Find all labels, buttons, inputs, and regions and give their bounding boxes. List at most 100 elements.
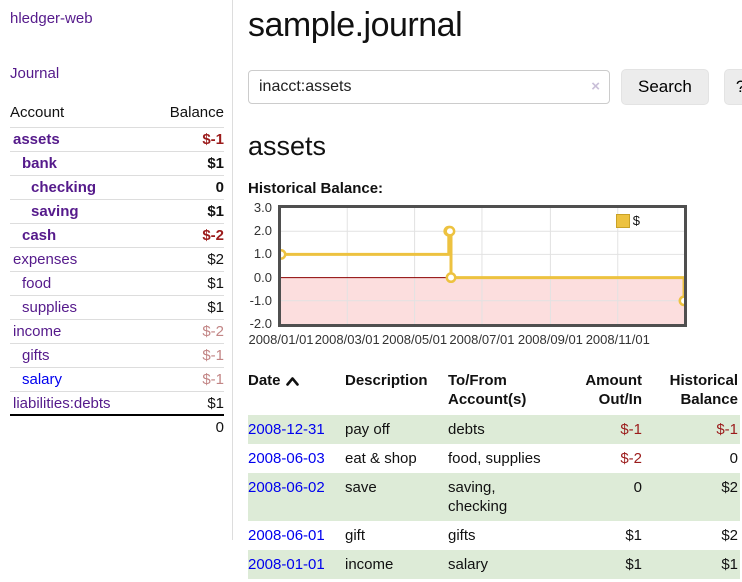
transaction-accounts: food, supplies	[448, 450, 541, 467]
account-column-header: Account	[10, 104, 65, 121]
historical-balance-chart: 3.0 2.0 1.0 0.0 -1.0 -2.0 $ 2008/01/01 2008/03…	[248, 200, 742, 357]
account-link-assets[interactable]: assets	[13, 131, 60, 148]
chart-x-axis: 2008/01/01 2008/03/01 2008/05/01 2008/07/01…	[248, 332, 742, 350]
chart-title: Historical Balance:	[248, 180, 384, 197]
accounts-table-header: Account Balance	[10, 102, 224, 127]
account-balance: $2	[207, 251, 224, 268]
search-button[interactable]: Search	[621, 69, 709, 105]
account-row-checking: checking 0	[10, 175, 224, 199]
account-row-supplies: supplies $1	[10, 295, 224, 319]
transaction-date-link[interactable]: 2008-06-03	[248, 450, 325, 467]
balance-column-header: Balance	[169, 104, 224, 121]
account-row-income: income $-2	[10, 319, 224, 343]
account-link-checking[interactable]: checking	[31, 179, 97, 196]
account-row-food: food $1	[10, 271, 224, 295]
transaction-accounts: debts	[448, 421, 485, 438]
transaction-amount: 0	[633, 479, 642, 496]
account-link-food[interactable]: food	[22, 275, 52, 292]
register-row: 2008-01-01 income salary $1 $1	[248, 550, 740, 579]
y-axis-tick-label: -2.0	[249, 316, 272, 331]
account-heading: assets	[248, 131, 327, 161]
account-row-liabilities-debts: liabilities:debts $1	[10, 391, 224, 415]
transaction-amount: $-1	[620, 421, 642, 438]
account-row-salary: salary $-1	[10, 367, 224, 391]
transaction-balance: $2	[721, 527, 738, 544]
account-link-gifts[interactable]: gifts	[22, 347, 50, 364]
transaction-description: eat & shop	[345, 450, 417, 467]
transaction-balance: $-1	[716, 421, 738, 438]
account-row-expenses: expenses $2	[10, 247, 224, 271]
transaction-date-link[interactable]: 2008-06-01	[248, 527, 325, 544]
transaction-accounts: saving, checking	[448, 479, 508, 515]
sidebar-item-journal[interactable]: Journal	[10, 65, 60, 82]
account-balance: $-2	[202, 323, 224, 340]
main-content: sample.journal × Search ? assets Histori…	[248, 0, 742, 579]
accounts-total-row: 0	[10, 414, 224, 439]
account-link-supplies[interactable]: supplies	[22, 299, 78, 316]
y-axis-tick-label: 3.0	[253, 200, 272, 215]
transaction-balance: 0	[729, 450, 738, 467]
page-title: sample.journal	[248, 6, 463, 44]
register-row: 2008-06-02 save saving, checking 0 $2	[248, 473, 740, 521]
transaction-balance: $1	[721, 556, 738, 573]
transaction-description: save	[345, 479, 377, 496]
search-field-wrap: ×	[248, 70, 610, 104]
date-column-header[interactable]: Date	[248, 367, 345, 415]
account-link-liabilities-debts[interactable]: liabilities:debts	[13, 395, 111, 412]
transaction-date-link[interactable]: 2008-12-31	[248, 421, 325, 438]
account-link-salary[interactable]: salary	[22, 371, 63, 388]
amount-column-header: Amount Out/In	[585, 372, 642, 408]
x-axis-tick-label: 2008/07/01	[449, 332, 515, 347]
y-axis-tick-label: -1.0	[249, 292, 272, 308]
transaction-date-link[interactable]: 2008-06-02	[248, 479, 325, 496]
search-bar: × Search ?	[248, 69, 742, 105]
account-balance: 0	[215, 179, 224, 196]
register-header-row: Date Description To/From Account(s) Amou…	[248, 367, 740, 415]
account-balance: $1	[207, 275, 224, 292]
x-axis-tick-label: 2008/01/01	[248, 332, 314, 347]
account-link-expenses[interactable]: expenses	[13, 251, 78, 268]
y-axis-tick-label: 1.0	[253, 246, 272, 262]
series-label: $	[632, 213, 640, 228]
transaction-description: income	[345, 556, 394, 573]
transaction-description: gift	[345, 527, 366, 544]
x-axis-tick-label: 2008/11/01	[585, 332, 650, 347]
date-column-label: Date	[248, 372, 281, 389]
transaction-accounts: gifts	[448, 527, 476, 544]
clear-search-icon[interactable]: ×	[591, 78, 600, 95]
transaction-date-link[interactable]: 2008-01-01	[248, 556, 325, 573]
account-link-bank[interactable]: bank	[22, 155, 58, 172]
account-balance: $-1	[202, 131, 224, 148]
accounts-column-header: To/From Account(s)	[448, 372, 527, 408]
account-balance: $-1	[202, 347, 224, 364]
register-table: Date Description To/From Account(s) Amou…	[248, 367, 740, 579]
chart-plot-area: $	[278, 205, 687, 327]
transaction-amount: $-2	[620, 450, 642, 467]
series-color-swatch-icon	[615, 213, 630, 228]
account-row-saving: saving $1	[10, 199, 224, 223]
accounts-total-value: 0	[215, 419, 224, 436]
help-button[interactable]: ?	[723, 69, 742, 105]
sidebar: hledger-web Journal Account Balance asse…	[0, 0, 233, 540]
y-axis-tick-label: 2.0	[253, 223, 272, 239]
account-balance: $1	[207, 155, 224, 172]
description-column-header: Description	[345, 372, 428, 389]
transaction-amount: $1	[625, 556, 642, 573]
search-input[interactable]	[248, 70, 610, 104]
account-link-saving[interactable]: saving	[31, 203, 79, 220]
chart-y-axis: 3.0 2.0 1.0 0.0 -1.0 -2.0	[248, 200, 272, 331]
x-axis-tick-label: 2008/09/01	[517, 332, 583, 347]
sort-ascending-icon	[285, 377, 299, 386]
account-balance: $-1	[202, 371, 224, 388]
brand-link[interactable]: hledger-web	[10, 10, 93, 27]
balance-step-line-plot	[281, 208, 684, 324]
account-link-income[interactable]: income	[13, 323, 62, 340]
chart-legend: $	[615, 213, 640, 228]
accounts-table: Account Balance assets $-1 bank $1 check…	[10, 102, 224, 439]
register-row: 2008-06-01 gift gifts $1 $2	[248, 521, 740, 550]
account-link-cash[interactable]: cash	[22, 227, 57, 244]
account-row-gifts: gifts $-1	[10, 343, 224, 367]
account-balance: $1	[207, 299, 224, 316]
transaction-balance: $2	[721, 479, 738, 496]
transaction-description: pay off	[345, 421, 390, 438]
